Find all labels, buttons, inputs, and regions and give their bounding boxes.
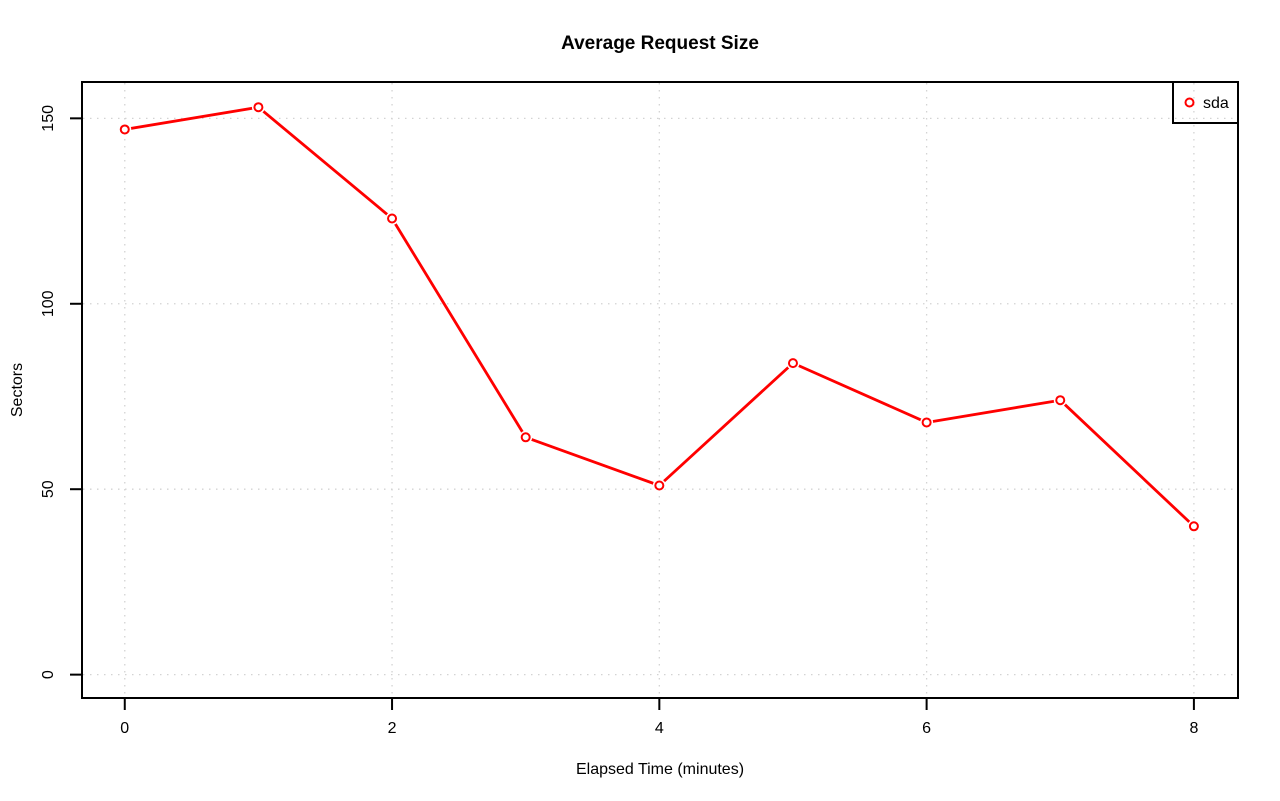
data-point <box>119 124 130 135</box>
legend-marker-icon <box>1184 97 1195 108</box>
legend: sda <box>1172 81 1239 124</box>
data-point <box>921 417 932 428</box>
axis-ticks: 0 2 4 6 8 0 50 100 150 <box>40 105 1198 737</box>
series-line <box>124 105 1195 528</box>
data-point <box>1055 395 1066 406</box>
x-tick-label: 6 <box>922 720 931 737</box>
x-tick-label: 2 <box>388 720 397 737</box>
series-sda <box>118 100 1201 533</box>
plot-area <box>81 81 1239 699</box>
data-point <box>520 432 531 443</box>
data-point <box>787 358 798 369</box>
data-point <box>654 480 665 491</box>
x-axis-label: Elapsed Time (minutes) <box>576 761 744 778</box>
x-tick-label: 8 <box>1189 720 1198 737</box>
legend-label: sda <box>1203 95 1229 112</box>
x-tick-label: 4 <box>655 720 664 737</box>
data-point <box>1188 521 1199 532</box>
data-point <box>253 102 264 113</box>
legend-box <box>1172 81 1239 124</box>
y-tick-label: 0 <box>40 670 57 679</box>
gridlines <box>83 83 1237 697</box>
y-tick-label: 50 <box>40 480 57 498</box>
chart-title: Average Request Size <box>561 33 759 54</box>
data-point <box>387 213 398 224</box>
y-tick-label: 100 <box>40 290 57 317</box>
y-axis-label: Sectors <box>9 363 26 417</box>
x-tick-label: 0 <box>120 720 129 737</box>
y-tick-label: 150 <box>40 105 57 132</box>
